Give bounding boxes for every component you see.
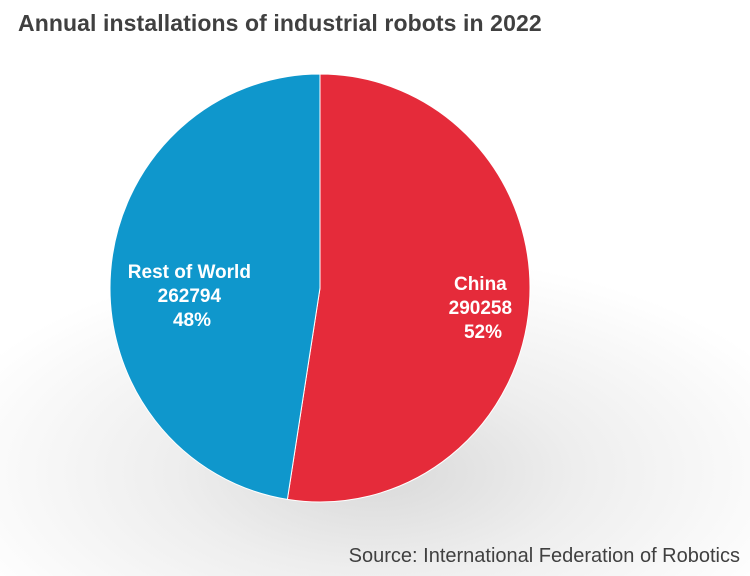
- chart-title: Annual installations of industrial robot…: [18, 10, 542, 36]
- china-value: 290258: [449, 298, 512, 319]
- china-name: China: [454, 274, 507, 295]
- china-label: China 290258 52%: [449, 274, 518, 343]
- pie-slice-china: [286, 73, 531, 503]
- pie-slices: [109, 73, 531, 503]
- rest-of-world-name: Rest of World: [128, 262, 251, 283]
- rest-of-world-value: 262794: [158, 286, 222, 307]
- rest-of-world-label: Rest of World 262794 48%: [128, 262, 256, 331]
- pie-slice-rest-of-world: [109, 73, 321, 500]
- rest-of-world-percent: 48%: [173, 310, 211, 331]
- source-note: Source: International Federation of Robo…: [348, 545, 740, 567]
- china-percent: 52%: [464, 322, 502, 343]
